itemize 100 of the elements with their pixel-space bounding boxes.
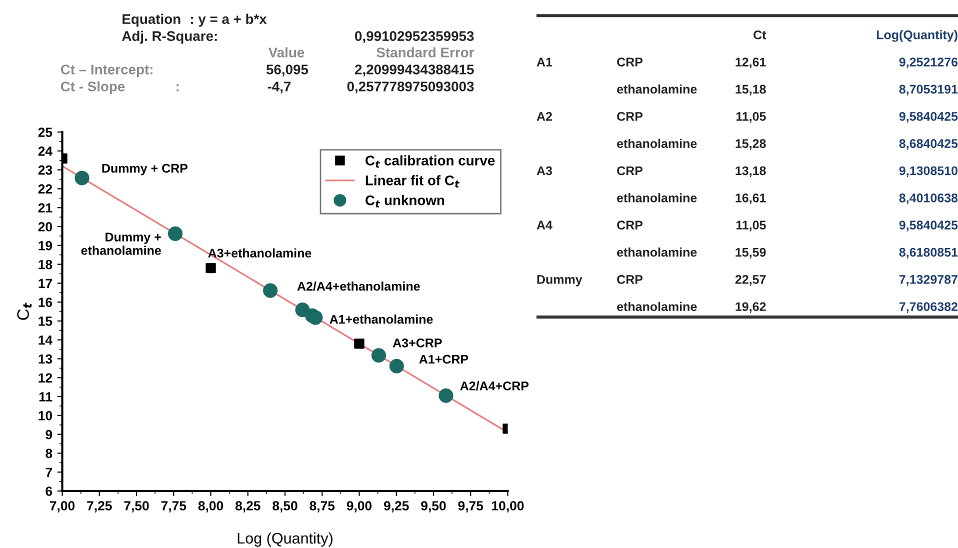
y-tick-label: 22: [38, 184, 52, 194]
y-tick-label: 24: [38, 146, 52, 156]
y-tick-label: 9: [46, 430, 52, 440]
y-tick-label: 6: [46, 486, 52, 496]
y-tick-label: 16: [38, 298, 52, 308]
annotation: A1+ethanolamine: [330, 314, 433, 324]
text: 7,1329787: [899, 275, 958, 286]
x-tick-label: 10,00: [492, 501, 524, 512]
y-tick-label: 20: [38, 222, 52, 232]
category-label: ethanolamine: [617, 138, 697, 148]
x-tick-label: 7,25: [87, 501, 112, 512]
text: Value: [268, 47, 304, 58]
text: 8,7053191: [899, 84, 958, 96]
point: [308, 310, 323, 325]
point: [168, 226, 183, 241]
text: A1: [536, 58, 552, 66]
category-label: ethanolamine: [617, 248, 697, 257]
x-tick-label: 9,50: [421, 501, 446, 512]
text: 9,5840425: [899, 220, 958, 232]
x-tick-label: 8,50: [272, 501, 298, 512]
point: [371, 348, 386, 363]
y-tick-label: 18: [38, 260, 52, 270]
text: : y = a + b*x: [191, 14, 267, 27]
text: Ct: [754, 30, 766, 40]
annotation: Dummy + ethanolamine: [81, 232, 161, 255]
x-tick-label: 9,00: [346, 501, 372, 512]
data-label: 15,59: [736, 248, 766, 259]
text: 9,5840425: [899, 112, 958, 123]
text: 7,7606382: [899, 302, 958, 313]
text: 0,257778975093003: [347, 82, 474, 94]
y-tick-label: 8: [46, 448, 52, 458]
text: Log(Quantity): [876, 30, 958, 42]
annotation: A1+CRP: [419, 354, 468, 364]
text: Dummy: [537, 275, 582, 286]
category-label: CRP: [617, 112, 643, 121]
x-tick-label: 7,75: [161, 501, 186, 512]
text: Standard Error: [376, 47, 474, 58]
category-label: ethanolamine: [617, 84, 697, 94]
y-tick-label: 14: [38, 336, 52, 345]
data-label: 11,05: [736, 220, 766, 232]
data-label: 11,05: [736, 112, 766, 123]
category-label: CRP: [617, 220, 643, 230]
legend-label: Linear fit of C$_{t}$: [366, 175, 460, 188]
x-tick-label: 8,75: [310, 501, 335, 512]
y-tick-label: 25: [38, 128, 52, 137]
y-tick-label: 17: [38, 278, 52, 288]
text: Adj. R-Square:: [122, 30, 217, 44]
data-label: 15,28: [736, 139, 766, 150]
text: Equation: [122, 14, 180, 27]
point: [74, 170, 90, 186]
legend-label: C$_{t}$ calibration curve: [366, 155, 495, 168]
x-tick-label: 9,75: [458, 501, 484, 512]
x-tick-label: 8,25: [235, 501, 260, 512]
category-label: CRP: [617, 58, 643, 66]
text: 9,2521276: [899, 58, 958, 68]
y-tick-label: 12: [38, 373, 52, 382]
text: 8,6840425: [899, 139, 958, 150]
y-tick-label: 7: [46, 468, 52, 477]
text: 56,095: [266, 64, 308, 76]
data-label: 16,61: [736, 194, 766, 204]
point: [389, 358, 404, 374]
text: 9,1308510: [899, 166, 958, 177]
point: [438, 388, 454, 403]
text: -4,7: [268, 82, 291, 94]
text: Ct - Slope: [60, 81, 125, 94]
text: A3: [536, 166, 552, 176]
data-label: 12,61: [736, 58, 766, 68]
category-label: ethanolamine: [617, 193, 697, 202]
y-tick-label: 10: [38, 411, 52, 420]
annotation: A2/A4+CRP: [460, 381, 529, 390]
data-label: 15,18: [736, 84, 766, 96]
text: 2,20999434388415: [354, 64, 474, 76]
category-label: CRP: [617, 166, 643, 176]
y-tick-label: 15: [38, 316, 52, 326]
x-tick-label: 8,00: [198, 501, 224, 512]
annotation: A3+CRP: [392, 338, 442, 348]
x-tick-label: 7,00: [50, 501, 75, 512]
annotation: A2/A4+ethanolamine: [297, 282, 420, 291]
y-tick-label: 13: [38, 354, 52, 364]
text: :: [176, 84, 179, 92]
y-tick-label: 19: [38, 240, 52, 250]
legend-label: C$_{t}$ unknown: [366, 195, 444, 208]
point: [263, 283, 278, 298]
y-tick-label: 21: [38, 203, 52, 212]
y-axis-title: C$_{t}$: [17, 302, 32, 320]
text: 0,99102952359953: [355, 31, 474, 44]
data-label: 19,62: [736, 302, 766, 313]
data-label: 13,18: [736, 166, 766, 177]
text: Ct – Intercept:: [60, 64, 152, 78]
x-tick-label: 7,50: [124, 501, 149, 512]
annotation: A3+ethanolamine: [208, 248, 312, 258]
text: A2: [536, 112, 552, 121]
text: A4: [536, 220, 552, 230]
x-tick-label: 9,25: [384, 501, 409, 512]
x-axis-title: Log (Quantity): [238, 532, 332, 547]
text: 8,4010638: [899, 194, 958, 204]
data-label: 22,57: [735, 275, 766, 286]
category-label: CRP: [617, 275, 643, 284]
category-label: ethanolamine: [617, 302, 697, 312]
annotation: Dummy + CRP: [102, 164, 188, 176]
